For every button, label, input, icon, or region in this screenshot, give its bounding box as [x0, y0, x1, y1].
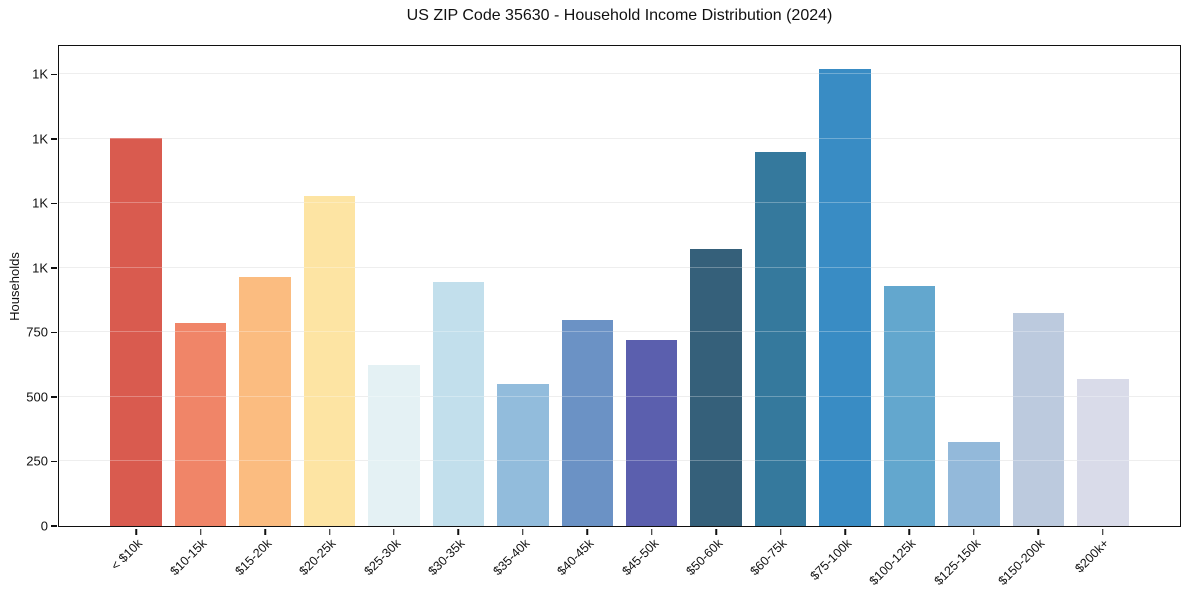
bar-slot: $45-50k [619, 46, 684, 578]
x-tick-mark [650, 528, 653, 535]
bar-15 [1012, 313, 1065, 526]
x-tick-mark [199, 528, 202, 535]
x-tick-label: $200k+ [1072, 536, 1112, 576]
bar-7 [497, 384, 549, 526]
x-tick-label: $150-200k [995, 536, 1048, 588]
x-tick-label: $30-35k [425, 536, 468, 579]
gridline [59, 331, 1180, 333]
y-tick-mark [51, 331, 57, 334]
bar-2 [174, 323, 227, 526]
bar-1 [110, 137, 162, 526]
y-axis: Households [0, 45, 28, 527]
x-tick-mark [393, 528, 395, 535]
x-tick-mark [457, 528, 460, 535]
x-tick-label: $35-40k [490, 536, 533, 579]
bar-slot: $60-75k [748, 46, 812, 578]
x-tick-mark [844, 528, 846, 535]
bar-11 [754, 151, 807, 526]
y-tick-label: 1K [32, 260, 48, 276]
bar-10 [690, 248, 742, 526]
bar-slot: $25-30k [361, 46, 426, 578]
y-tick-label: 1K [32, 131, 48, 147]
x-tick-mark [908, 528, 911, 535]
bar-16 [1077, 378, 1129, 526]
x-tick-label: $15-20k [232, 536, 275, 579]
bar-slot: $200k+ [1071, 46, 1135, 575]
y-tick-label: 750 [26, 324, 48, 340]
gridline [59, 460, 1180, 462]
y-tick-label: 1K [32, 195, 48, 211]
bar-slot: $20-25k [297, 46, 361, 578]
y-axis-label: Households [6, 251, 22, 321]
bar-12 [819, 69, 871, 526]
y-tick-mark [51, 525, 57, 527]
x-tick-mark [779, 528, 782, 535]
bar-slot: $40-45k [555, 46, 619, 578]
x-tick-label: < $10k [108, 536, 146, 573]
y-tick-mark [51, 267, 57, 269]
x-tick-label: $60-75k [747, 536, 790, 579]
plot-area: < $10k $10-15k $15-20k $20-25k $25-30k $30-35… [26, 45, 1181, 588]
bar-slot: $50-60k [683, 46, 748, 578]
bars-layer: < $10k $10-15k $15-20k $20-25k $25-30k $30-35… [104, 46, 1135, 588]
x-tick-label: $100-125k [866, 536, 919, 588]
bar-4 [303, 195, 356, 526]
x-tick-mark [1037, 528, 1040, 535]
chart-title: US ZIP Code 35630 - Household Income Dis… [406, 7, 833, 24]
y-tick-label: 0 [40, 518, 48, 534]
y-tick-label: 500 [26, 389, 48, 405]
bar-8 [561, 319, 614, 526]
bar-slot: $100-125k [867, 46, 941, 588]
y-tick-mark [51, 460, 57, 463]
x-tick-mark [328, 528, 331, 535]
y-tick-label: 1K [32, 66, 48, 82]
bar-slot: $125-150k [931, 46, 1006, 588]
x-tick-mark [715, 528, 717, 535]
bar-9 [625, 340, 678, 526]
x-tick-mark [135, 528, 137, 535]
gridline [59, 266, 1180, 268]
y-tick-mark [51, 73, 57, 76]
x-tick-label: $25-30k [361, 536, 404, 579]
bar-6 [432, 282, 485, 526]
x-tick-mark [1102, 528, 1104, 535]
x-tick-label: $125-150k [931, 536, 984, 588]
x-tick-mark [973, 528, 975, 535]
gridline [59, 137, 1180, 139]
x-tick-label: $75-100k [807, 536, 855, 584]
gridline [59, 395, 1180, 397]
y-tick-mark [51, 138, 57, 140]
x-tick-mark [522, 528, 524, 535]
bar-slot: $30-35k [426, 46, 490, 578]
x-tick-label: $20-25k [296, 536, 339, 579]
x-tick-label: $45-50k [619, 536, 661, 579]
bar-13 [883, 286, 936, 526]
x-tick-mark [586, 528, 589, 535]
bar-5 [368, 364, 420, 526]
x-tick-label: $10-15k [167, 536, 210, 579]
bar-slot: < $10k [104, 46, 168, 573]
bar-3 [239, 276, 291, 526]
bar-slot: $10-15k [168, 46, 232, 578]
bar-slot: $35-40k [490, 46, 555, 578]
x-tick-label: $50-60k [683, 536, 726, 579]
bar-slot: $75-100k [807, 46, 877, 583]
bar-slot: $15-20k [232, 46, 297, 578]
gridline [59, 202, 1180, 204]
x-tick-mark [264, 528, 266, 535]
bar-14 [948, 442, 1000, 526]
y-tick-label: 250 [26, 453, 48, 469]
y-tick-mark [51, 202, 57, 205]
y-tick-mark [51, 396, 57, 398]
bar-slot: $150-200k [996, 46, 1070, 588]
gridline [59, 73, 1180, 75]
x-tick-label: $40-45k [554, 536, 597, 579]
